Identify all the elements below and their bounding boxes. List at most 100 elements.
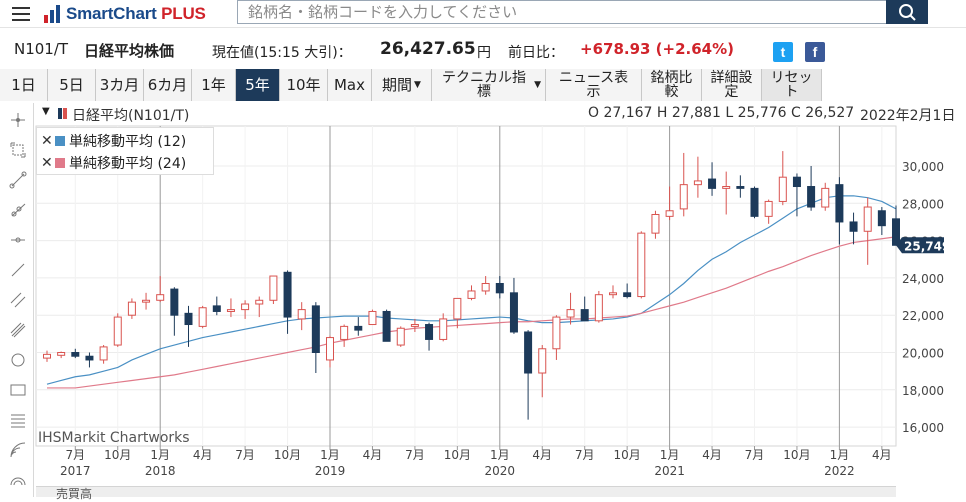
trendline-icon[interactable] (9, 171, 27, 189)
x-tick-label: 7月 (575, 448, 595, 462)
candle-body (637, 232, 646, 298)
channel-icon[interactable] (9, 291, 27, 309)
zoom-box-icon[interactable] (9, 141, 27, 159)
candle-body (410, 324, 419, 327)
period-1d[interactable]: 1日 (0, 69, 48, 101)
candle-body (892, 218, 900, 246)
period-3m[interactable]: 3カ月 (96, 69, 144, 101)
year-label: 2021 (654, 464, 685, 478)
technical-button[interactable]: テクニカル指標 ▼ (432, 69, 546, 101)
stock-code: N101/T (14, 40, 69, 58)
candle-body (849, 221, 858, 232)
twitter-share-icon[interactable]: t (773, 42, 793, 62)
price-label: 現在値(15:15 大引)： (212, 45, 352, 61)
period-10y[interactable]: 10年 (280, 69, 328, 101)
period-5y[interactable]: 5年 (236, 69, 280, 101)
fibonacci-icon[interactable] (9, 411, 27, 429)
period-5d[interactable]: 5日 (48, 69, 96, 101)
candle-body (552, 316, 561, 350)
candle-body (85, 355, 94, 361)
rectangle-icon[interactable] (9, 381, 27, 399)
y-tick-label: 22,000 (902, 309, 944, 323)
period-1y[interactable]: 1年 (192, 69, 236, 101)
search-input[interactable] (238, 1, 886, 23)
x-tick-label: 10月 (104, 448, 131, 462)
drawing-tools (0, 103, 34, 497)
candle-body (679, 184, 688, 210)
volume-panel-header[interactable]: 売買高 (36, 486, 896, 501)
candle-body (538, 348, 547, 374)
series-dropdown-icon[interactable]: ▼ (42, 106, 50, 117)
line-icon[interactable] (9, 261, 27, 279)
logo-main: SmartChart (66, 4, 157, 23)
candle-body (226, 309, 235, 312)
logo[interactable]: SmartChart PLUS (44, 3, 206, 25)
ma24-swatch (55, 158, 65, 168)
ma12-swatch (55, 136, 65, 146)
candle-body (821, 187, 830, 208)
caret-down-icon: ▼ (534, 80, 541, 90)
toolbar: 1日 5日 3カ月 6カ月 1年 5年 10年 Max 期間 ▼ テクニカル指標… (0, 69, 966, 101)
search-icon (899, 4, 916, 21)
candle-body (368, 310, 377, 326)
x-tick-label: 10月 (274, 448, 301, 462)
candle-body (580, 309, 589, 322)
candle-body (99, 346, 108, 361)
range-dropdown[interactable]: 期間 ▼ (372, 69, 432, 101)
fan-icon[interactable] (9, 441, 27, 459)
logo-plus: PLUS (161, 4, 206, 23)
y-tick-label: 30,000 (902, 160, 944, 174)
year-label: 2018 (145, 464, 176, 478)
reset-button[interactable]: リセット (762, 69, 822, 101)
candle-body (113, 316, 122, 346)
crosshair-icon[interactable] (9, 111, 27, 129)
remove-ma24-icon[interactable]: ✕ (41, 155, 53, 171)
menu-icon[interactable] (12, 7, 30, 21)
y-tick-label: 18,000 (902, 384, 944, 398)
y-tick-label: 20,000 (902, 347, 944, 361)
candle-body (708, 178, 717, 189)
period-6m[interactable]: 6カ月 (144, 69, 192, 101)
candle-body (877, 210, 886, 227)
stock-info: N101/T 日経平均株価 現在値(15:15 大引)： 26,427.65 円… (0, 36, 966, 66)
compare-button[interactable]: 銘柄比較 (642, 69, 702, 101)
candle-body (127, 301, 136, 316)
x-tick-label: 1月 (150, 448, 170, 462)
candle-body (665, 210, 674, 217)
candle-body (43, 353, 51, 359)
x-tick-label: 10月 (444, 448, 471, 462)
x-tick-label: 1月 (830, 448, 850, 462)
ray-line-icon[interactable] (9, 201, 27, 219)
x-tick-label: 7月 (405, 448, 425, 462)
candle-type-icon (58, 108, 68, 119)
arc-icon[interactable] (9, 471, 27, 489)
candle-body (495, 282, 504, 294)
x-tick-label: 10月 (614, 448, 641, 462)
search-button[interactable] (886, 0, 928, 24)
news-button[interactable]: ニュース表示 (546, 69, 642, 101)
y-tick-label: 16,000 (902, 421, 944, 435)
y-tick-label: 26,000 (902, 235, 944, 249)
circle-icon[interactable] (9, 351, 27, 369)
candle-body (71, 352, 80, 357)
candle-body (396, 327, 405, 346)
candle-body (297, 309, 306, 320)
ma12-line (46, 195, 897, 385)
remove-ma12-icon[interactable]: ✕ (41, 133, 53, 149)
candle-body (340, 325, 349, 340)
x-tick-label: 4月 (532, 448, 552, 462)
facebook-share-icon[interactable]: f (805, 42, 825, 62)
horizontal-line-icon[interactable] (9, 231, 27, 249)
volume-label: 売買高 (56, 487, 93, 501)
x-tick-label: 1月 (320, 448, 340, 462)
period-max[interactable]: Max (328, 69, 372, 101)
pitchfork-icon[interactable] (9, 321, 27, 339)
detail-settings-button[interactable]: 詳細設定 (702, 69, 762, 101)
candle-body (326, 337, 334, 361)
watermark: IHSMarkit Chartworks (38, 430, 190, 446)
candle-body (566, 309, 575, 318)
candle-body (609, 292, 617, 296)
candle-body (863, 206, 872, 232)
current-price: 26,427.65 (380, 39, 476, 59)
x-tick-label: 7月 (235, 448, 255, 462)
